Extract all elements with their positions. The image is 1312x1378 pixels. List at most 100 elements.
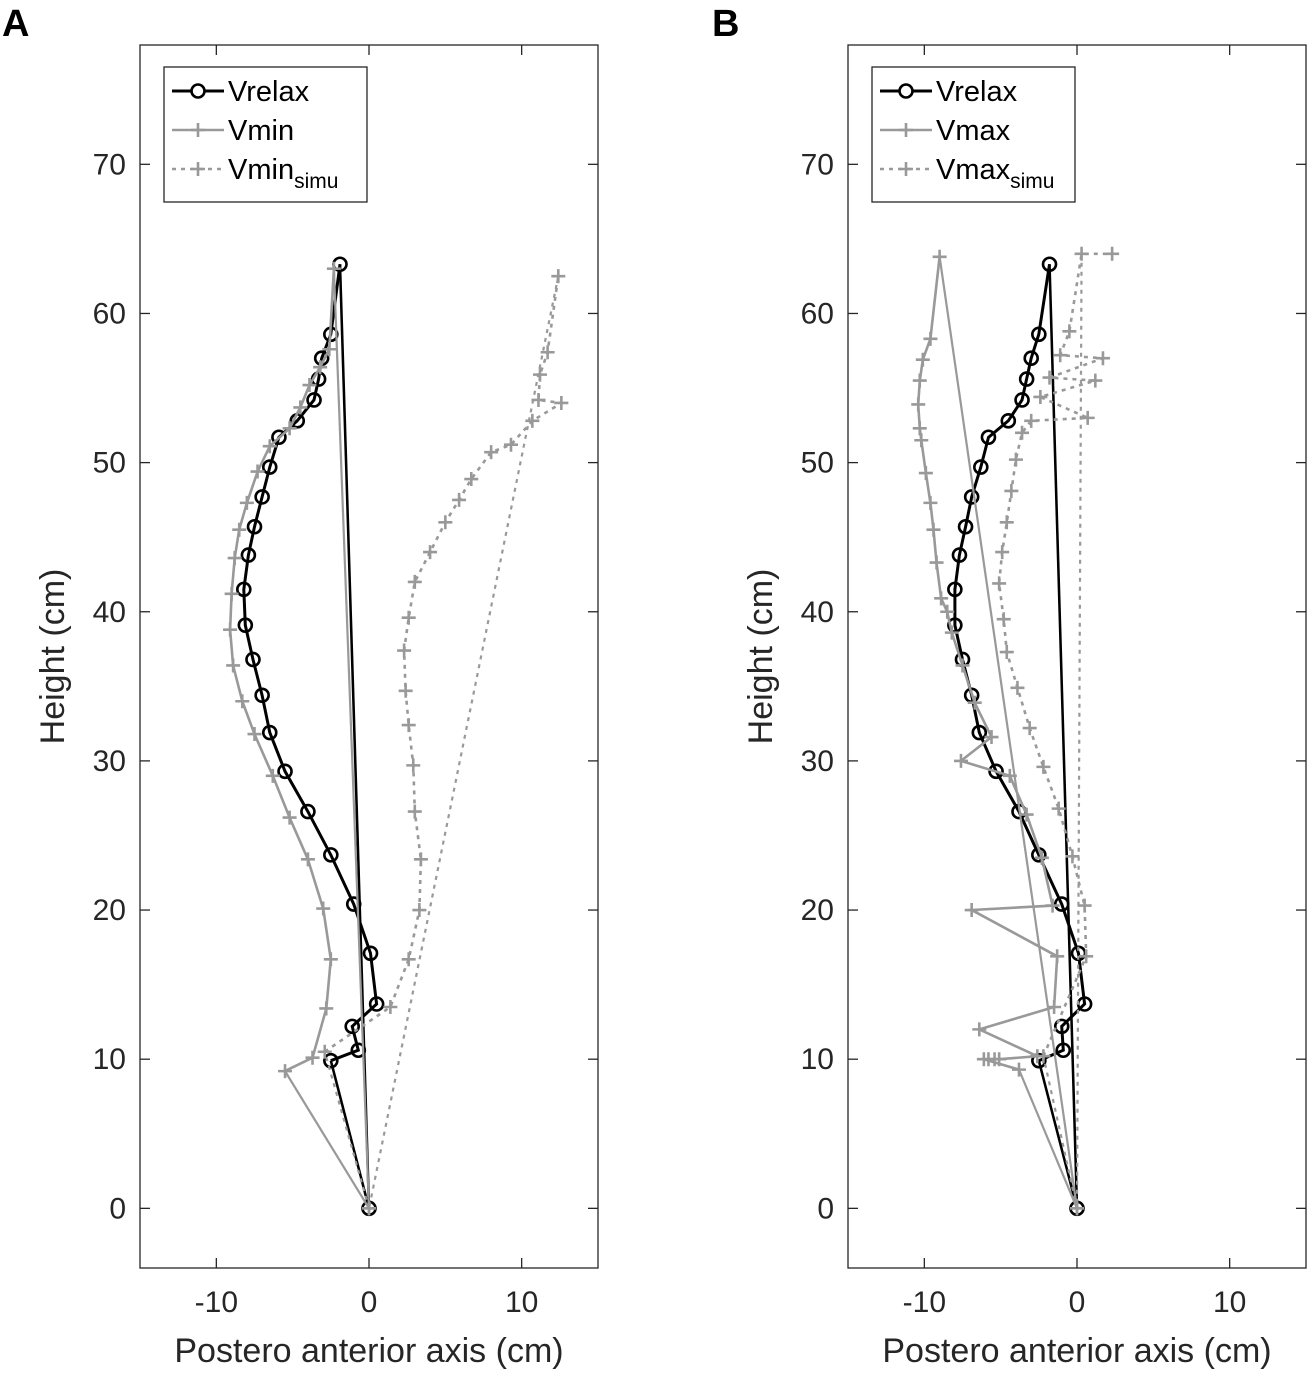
data-point bbox=[1051, 801, 1066, 816]
y-tick-label: 50 bbox=[801, 447, 834, 480]
data-point bbox=[236, 581, 252, 598]
data-point bbox=[383, 999, 398, 1014]
data-point bbox=[1000, 413, 1017, 429]
series-line bbox=[997, 252, 1113, 1057]
y-tick-label: 60 bbox=[801, 297, 834, 330]
legend-label: Vmax bbox=[936, 115, 1011, 147]
y-tick-label: 70 bbox=[801, 148, 834, 181]
data-point bbox=[278, 1064, 293, 1079]
y-tick-label: 40 bbox=[93, 596, 126, 629]
data-point bbox=[407, 804, 422, 819]
data-point bbox=[300, 852, 315, 867]
data-point bbox=[1011, 1062, 1026, 1077]
series-line bbox=[953, 263, 1087, 1063]
data-point bbox=[368, 996, 385, 1012]
data-point bbox=[932, 249, 947, 264]
data-point bbox=[1088, 373, 1103, 388]
data-point bbox=[525, 413, 540, 428]
data-point bbox=[1010, 680, 1025, 695]
data-point bbox=[1062, 324, 1077, 339]
series-closing-line bbox=[1048, 264, 1079, 1209]
data-point bbox=[265, 768, 280, 783]
panel-b: B 0 10 20 30 40 50 60 70 -10 0 10 Postero anterior a… bbox=[712, 3, 1307, 1370]
data-point bbox=[406, 758, 421, 773]
data-point bbox=[971, 724, 988, 741]
data-point bbox=[484, 445, 499, 460]
y-axis-label: Height (cm) bbox=[742, 569, 780, 745]
data-point bbox=[1023, 350, 1039, 367]
x-tick-label: -10 bbox=[903, 1286, 946, 1319]
y-axis-label: Height (cm) bbox=[34, 569, 72, 745]
data-point bbox=[918, 466, 933, 481]
y-tick-label: 50 bbox=[93, 447, 126, 480]
data-point bbox=[1105, 246, 1120, 261]
data-point bbox=[1002, 768, 1017, 783]
data-point bbox=[967, 695, 982, 710]
y-tick-label: 20 bbox=[801, 894, 834, 927]
data-point bbox=[407, 574, 422, 589]
data-point bbox=[423, 545, 438, 560]
data-point bbox=[1055, 1042, 1072, 1059]
data-point bbox=[1095, 351, 1110, 366]
data-point bbox=[362, 1201, 376, 1216]
data-point bbox=[926, 522, 941, 537]
x-axis-label: Postero anterior axis (cm) bbox=[882, 1332, 1271, 1370]
data-point bbox=[1031, 1052, 1047, 1069]
data-point bbox=[245, 651, 261, 668]
data-point bbox=[1042, 370, 1057, 385]
data-point bbox=[1008, 452, 1023, 467]
data-point bbox=[240, 547, 257, 563]
data-point bbox=[302, 378, 317, 393]
data-point bbox=[1053, 896, 1070, 912]
data-point bbox=[282, 421, 297, 436]
data-point bbox=[261, 459, 278, 475]
legend-marker bbox=[191, 123, 205, 137]
data-point bbox=[915, 352, 930, 367]
series-line bbox=[916, 256, 1059, 1071]
data-point bbox=[532, 367, 547, 382]
data-point bbox=[237, 617, 254, 633]
data-point bbox=[1033, 389, 1048, 404]
data-point bbox=[261, 724, 278, 741]
series-line bbox=[242, 264, 379, 1063]
data-point bbox=[300, 803, 316, 820]
data-point bbox=[940, 604, 955, 619]
y-tick-label: 0 bbox=[109, 1192, 126, 1225]
data-point bbox=[224, 586, 239, 601]
data-point bbox=[995, 545, 1010, 560]
data-point bbox=[317, 1044, 332, 1059]
data-point bbox=[401, 718, 416, 733]
data-point bbox=[929, 555, 944, 570]
data-point bbox=[1077, 898, 1092, 913]
data-point bbox=[999, 515, 1014, 530]
data-point bbox=[247, 727, 262, 742]
legend-marker bbox=[191, 162, 205, 176]
data-point bbox=[305, 1050, 320, 1065]
data-point bbox=[316, 901, 331, 916]
series-vmin-simu bbox=[317, 269, 569, 1216]
data-point bbox=[540, 345, 555, 360]
data-point bbox=[1015, 425, 1030, 440]
data-point bbox=[235, 694, 250, 709]
data-point bbox=[1031, 326, 1047, 343]
data-point bbox=[551, 269, 566, 284]
data-point bbox=[923, 495, 938, 510]
panel-letter: A bbox=[2, 3, 29, 45]
data-point bbox=[1024, 413, 1039, 428]
legend-marker bbox=[898, 83, 914, 99]
y-tick-label: 20 bbox=[93, 894, 126, 927]
data-point bbox=[531, 392, 546, 407]
data-point bbox=[344, 1018, 361, 1035]
x-axis-label: Postero anterior axis (cm) bbox=[174, 1332, 563, 1370]
data-point bbox=[254, 687, 270, 704]
data-point bbox=[992, 1052, 1007, 1067]
series-closing-line bbox=[284, 1070, 370, 1209]
x-tick-label: 0 bbox=[1069, 1286, 1086, 1319]
data-point bbox=[293, 400, 308, 415]
data-point bbox=[412, 903, 427, 918]
data-point bbox=[438, 515, 453, 530]
data-point bbox=[911, 397, 926, 412]
series-closing-line bbox=[323, 1051, 371, 1209]
